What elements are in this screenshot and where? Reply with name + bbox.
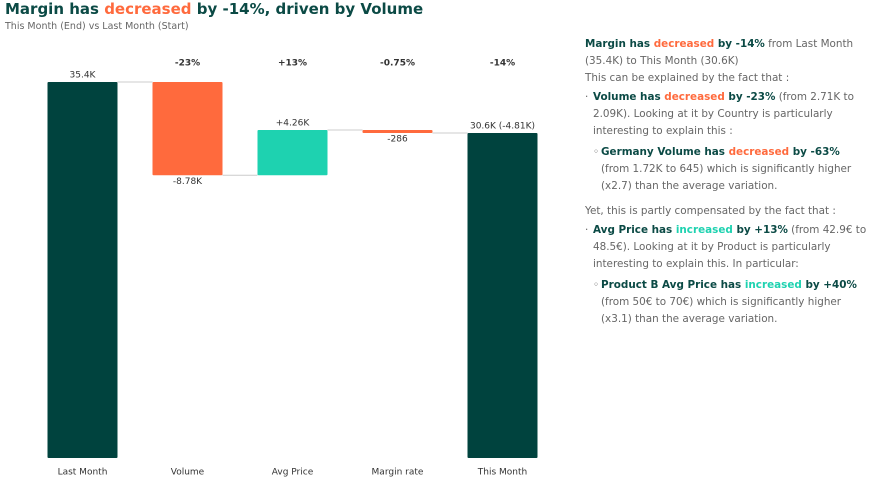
insight-text: increased <box>744 279 802 291</box>
chart-subtitle: This Month (End) vs Last Month (Start) <box>5 21 189 32</box>
insight-text: Avg Price has <box>593 224 676 236</box>
change-label: -0.75% <box>380 59 415 69</box>
insight-text: by +40% <box>801 279 857 291</box>
title-part: decreased <box>104 0 192 18</box>
insight-text: Yet, this is partly compensated by the f… <box>585 205 836 217</box>
insight-text: by +13% <box>732 224 788 236</box>
insight-text: decreased <box>728 146 790 158</box>
insight-text: from Last Month (35.4K) to This Month (3… <box>585 38 854 67</box>
value-label: 35.4K <box>70 71 97 81</box>
x-tick-label: Margin rate <box>372 468 424 478</box>
insight-paragraph: This can be explained by the fact that : <box>585 70 869 87</box>
insight-paragraph: Volume has decreased by -23% (from 2.71K… <box>585 89 869 140</box>
chart: 35.4K Last Month -8.78K -23% Volume +4.26K +13… <box>47 59 538 478</box>
insight-paragraph: Avg Price has increased by +13% (from 42… <box>585 222 869 273</box>
insight-text: (from 2.71K to 2.09K). Looking at it by … <box>593 91 854 137</box>
insight-paragraph: Margin has decreased by -14% from Last M… <box>585 36 869 70</box>
title-part: by -14%, driven by Volume <box>191 0 424 18</box>
insight-text: by -23% <box>724 91 776 103</box>
bar <box>257 130 328 176</box>
value-label: -286 <box>387 135 408 145</box>
bar <box>467 132 538 459</box>
insight-text: (from 42.9€ to 48.5€). Looking at it by … <box>593 224 867 270</box>
insight-paragraph: Yet, this is partly compensated by the f… <box>585 203 869 220</box>
insight-text: Product B Avg Price has <box>601 279 745 291</box>
insight-text: increased <box>675 224 733 236</box>
insight-text: decreased <box>664 91 725 103</box>
insight-panel: Margin has decreased by -14% from Last M… <box>585 36 869 328</box>
insight-text: Germany Volume has <box>601 146 729 158</box>
value-label: +4.26K <box>276 119 311 129</box>
bar <box>362 130 433 134</box>
x-tick-label: Volume <box>171 468 205 478</box>
chart-title: Margin has decreased by -14%, driven by … <box>5 0 423 18</box>
insight-text: by -14% <box>714 38 765 50</box>
x-tick-label: This Month <box>477 468 527 478</box>
bar <box>152 82 223 176</box>
insight-text: This can be explained by the fact that : <box>585 72 790 84</box>
value-label: 30.6K (-4.81K) <box>470 121 535 131</box>
insight-paragraph: Product B Avg Price has increased by +40… <box>585 277 869 328</box>
change-label: -23% <box>175 59 200 69</box>
bar <box>47 82 118 458</box>
insight-text: Margin has <box>585 38 654 50</box>
insight-text: (from 1.72K to 645) which is significant… <box>601 163 852 192</box>
change-label: -14% <box>490 59 515 69</box>
change-label: +13% <box>278 59 307 69</box>
insight-text: (from 50€ to 70€) which is significantly… <box>601 296 842 325</box>
title-part: Margin has <box>5 0 105 18</box>
insight-text: decreased <box>653 38 715 50</box>
x-tick-label: Last Month <box>58 468 108 478</box>
x-tick-label: Avg Price <box>272 468 314 478</box>
insight-paragraph: Germany Volume has decreased by -63% (fr… <box>585 144 869 195</box>
insight-text: by -63% <box>789 146 840 158</box>
value-label: -8.78K <box>173 177 203 187</box>
insight-text: Volume has <box>593 91 665 103</box>
